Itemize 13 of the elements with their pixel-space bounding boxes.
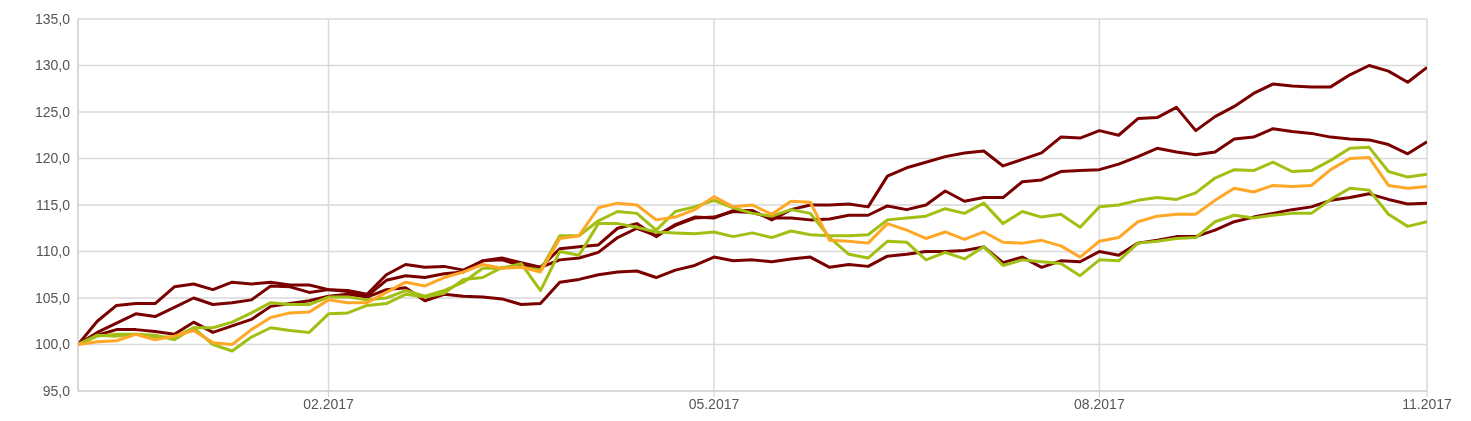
y-tick-label: 105,0 <box>34 289 71 306</box>
y-tick-label: 135,0 <box>34 10 71 27</box>
y-tick-label: 125,0 <box>34 103 71 120</box>
x-tick-label: 05.2017 <box>688 395 740 412</box>
x-tick-label: 08.2017 <box>1074 395 1125 412</box>
x-tick-label: 11.2017 <box>1402 395 1452 412</box>
y-tick-label: 120,0 <box>34 150 71 167</box>
y-tick-label: 95,0 <box>42 382 71 399</box>
y-tick-label: 100,0 <box>34 336 71 353</box>
y-tick-label: 115,0 <box>36 196 71 213</box>
y-tick-label: 130,0 <box>34 57 71 74</box>
x-tick-label: 02.2017 <box>303 395 355 412</box>
y-tick-label: 110,0 <box>36 243 71 260</box>
